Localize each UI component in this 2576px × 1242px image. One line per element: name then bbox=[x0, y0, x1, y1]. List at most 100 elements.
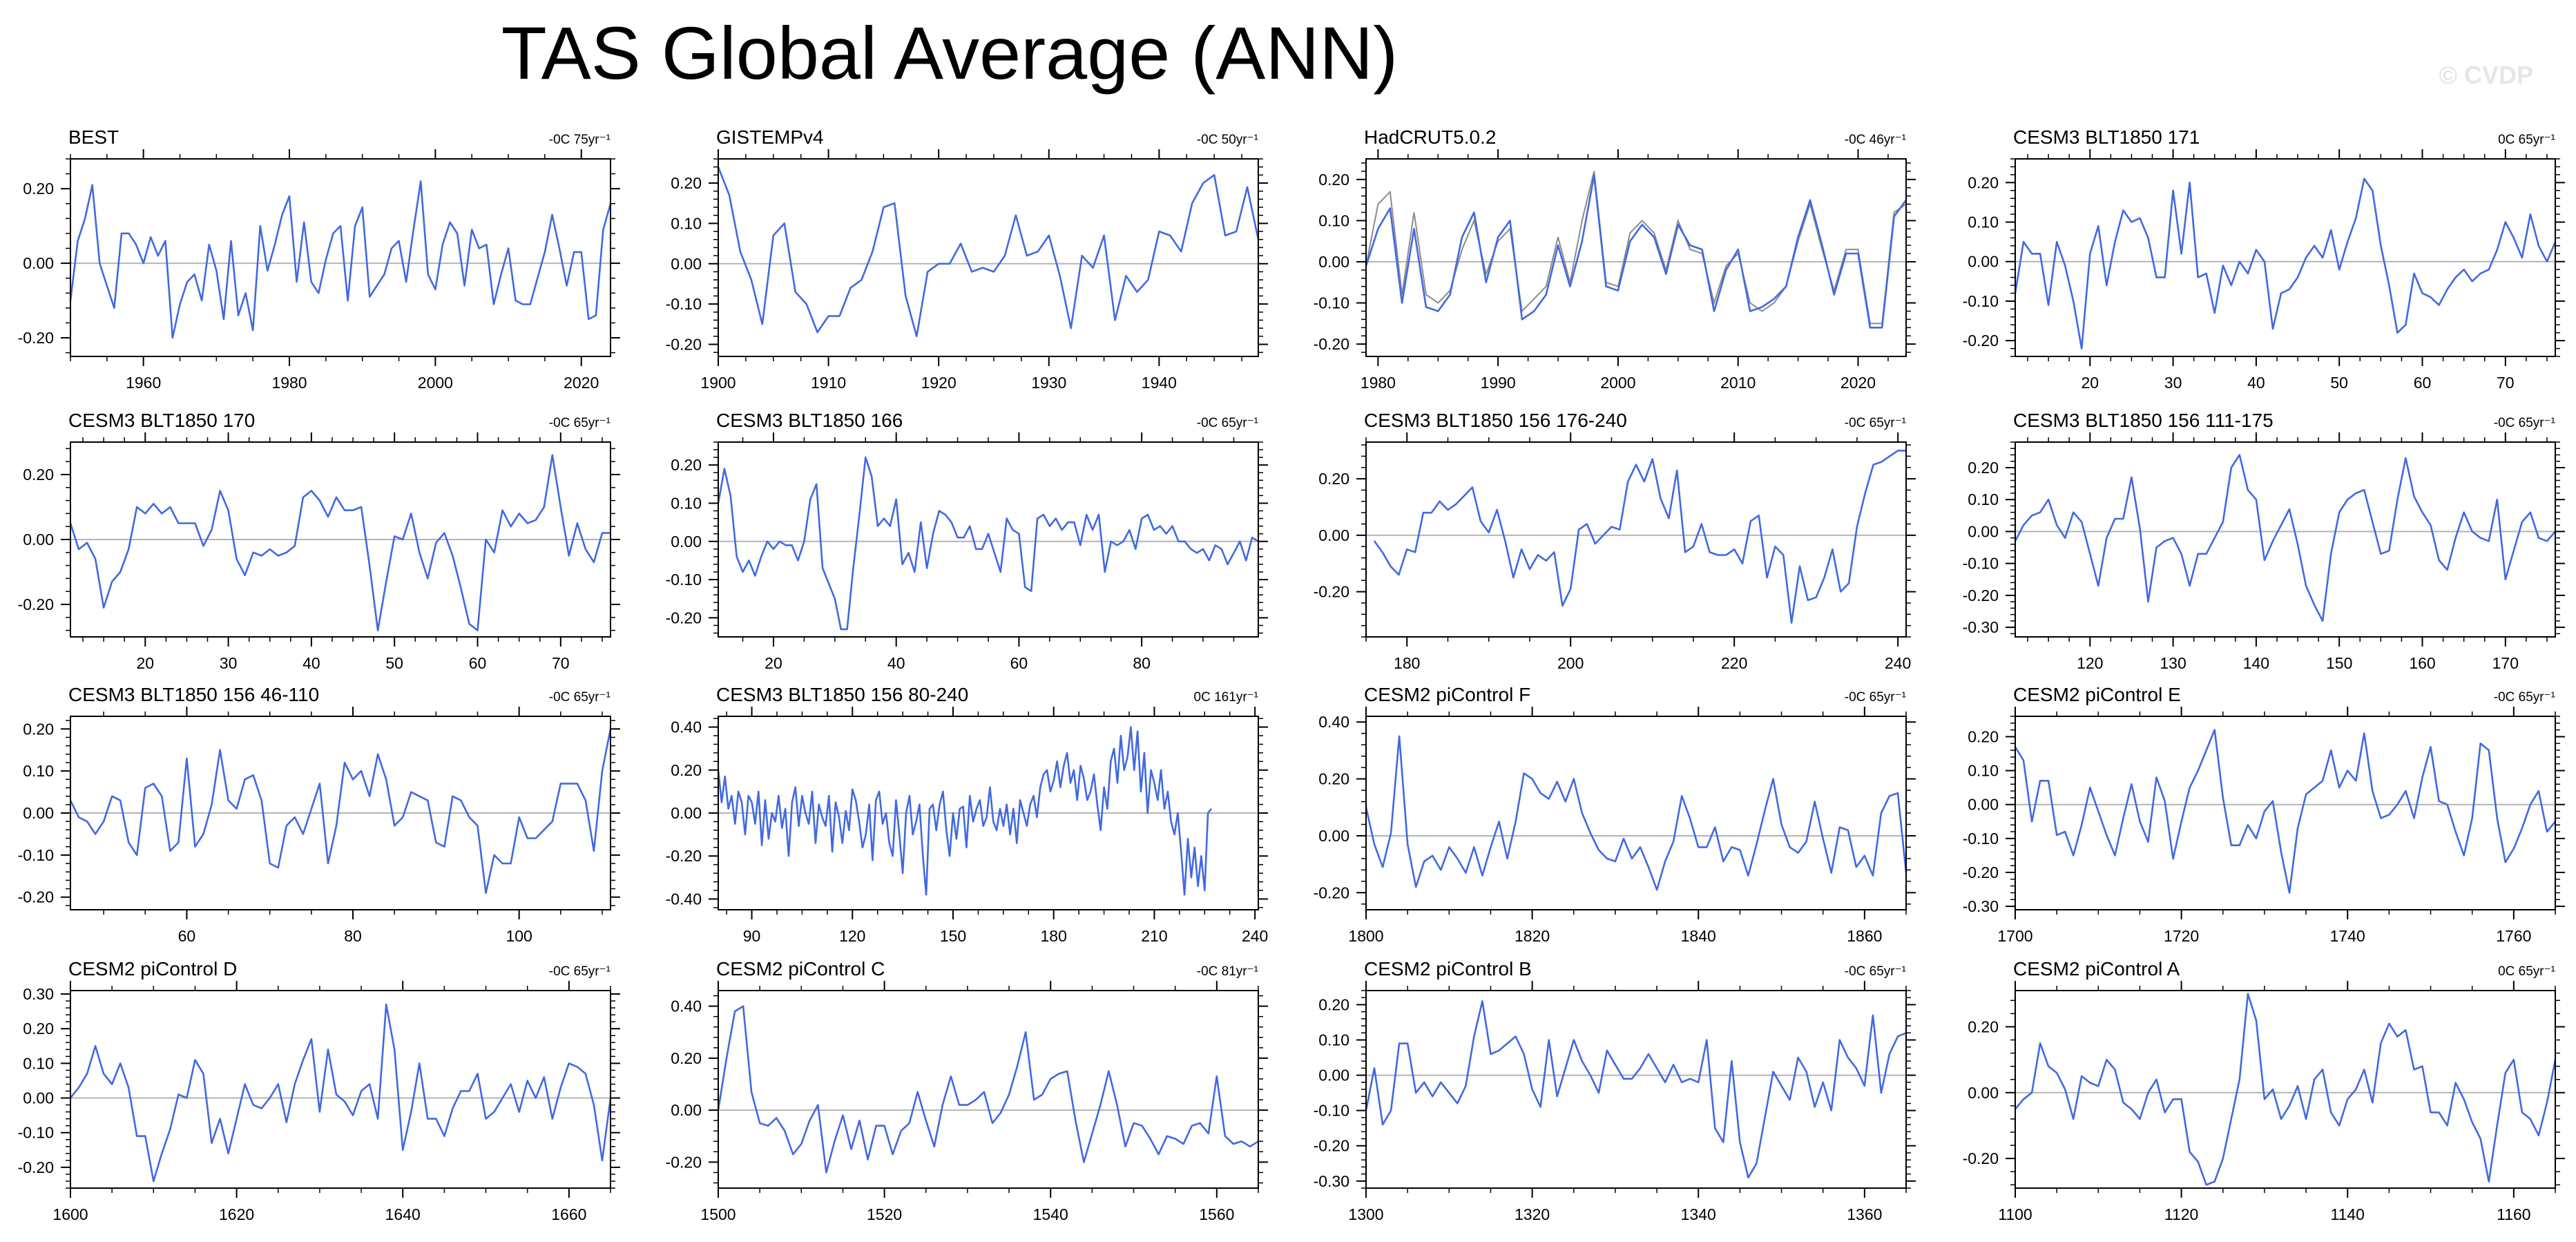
y-tick-label: 0.20 bbox=[1968, 459, 1999, 477]
panel-trend-label: -0C 65yr⁻¹ bbox=[1197, 416, 1258, 430]
y-tick-label: 0.00 bbox=[671, 804, 702, 822]
y-tick-label: -0.20 bbox=[1963, 332, 1999, 350]
panel-title: BEST bbox=[68, 126, 119, 148]
x-tick-label: 1740 bbox=[2330, 927, 2365, 945]
panel-trend-label: 0C 65yr⁻¹ bbox=[2498, 133, 2555, 147]
panel-15: 1300 1320 1340 1360 -0.30 -0.20 -0.10 0.00 0.10 0… bbox=[1314, 981, 1916, 1223]
x-tick-label: 50 bbox=[2330, 374, 2348, 392]
series-line bbox=[69, 454, 611, 631]
x-tick-label: 1860 bbox=[1847, 927, 1882, 945]
x-tick-label: 1300 bbox=[1348, 1205, 1383, 1223]
y-tick-label: 0.00 bbox=[23, 1089, 54, 1107]
x-tick-label: 1980 bbox=[1361, 374, 1396, 392]
x-tick-label: 1800 bbox=[1348, 927, 1383, 945]
x-tick-label: 150 bbox=[2326, 654, 2352, 672]
y-tick-label: 0.00 bbox=[1318, 827, 1349, 845]
x-tick-label: 1760 bbox=[2496, 927, 2531, 945]
panel-title: GISTEMPv4 bbox=[716, 126, 824, 148]
page-title: TAS Global Average (ANN) bbox=[501, 11, 1398, 95]
series-line bbox=[1365, 174, 1907, 329]
y-tick-label: 0.20 bbox=[1968, 727, 1999, 745]
y-tick-label: -0.30 bbox=[1314, 1172, 1349, 1190]
y-tick-label: 0.00 bbox=[1318, 253, 1349, 271]
y-tick-label: 0.40 bbox=[671, 718, 702, 736]
panel-title: CESM3 BLT1850 156 46-110 bbox=[68, 684, 319, 705]
x-tick-label: 1910 bbox=[811, 374, 846, 392]
x-tick-label: 1360 bbox=[1847, 1205, 1882, 1223]
y-tick-label: -0.10 bbox=[18, 846, 54, 864]
x-tick-label: 40 bbox=[2247, 374, 2265, 392]
panel-trend-label: -0C 65yr⁻¹ bbox=[549, 690, 611, 705]
y-tick-label: 0.00 bbox=[671, 533, 702, 551]
panel-trend-label: 0C 161yr⁻¹ bbox=[1194, 690, 1258, 705]
panel-13: 1600 1620 1640 1660 -0.20 -0.10 0.00 0.10 0.20 0.… bbox=[18, 981, 620, 1223]
series-line bbox=[69, 729, 612, 894]
y-tick-label: 0.20 bbox=[1318, 470, 1349, 488]
y-tick-label: 0.00 bbox=[23, 254, 54, 272]
panel-11: 1800 1820 1840 1860 -0.20 0.00 0.20 0.40 bbox=[1314, 707, 1916, 945]
x-tick-label: 100 bbox=[506, 927, 532, 945]
x-tick-label: 1100 bbox=[1998, 1205, 2032, 1223]
x-tick-label: 1340 bbox=[1681, 1205, 1716, 1223]
panel-16: 1100 1120 1140 1160 -0.20 0.00 0.20 bbox=[1963, 981, 2565, 1223]
y-tick-label: 0.00 bbox=[23, 531, 54, 548]
panel-title: CESM3 BLT1850 156 80-240 bbox=[716, 684, 968, 705]
y-tick-label: -0.20 bbox=[1314, 335, 1349, 353]
y-tick-label: 0.20 bbox=[1318, 770, 1349, 788]
x-tick-label: 240 bbox=[1242, 927, 1268, 945]
x-tick-label: 210 bbox=[1141, 927, 1167, 945]
y-tick-label: -0.30 bbox=[1963, 897, 1999, 915]
y-tick-label: 0.40 bbox=[671, 997, 702, 1015]
panel-3: 1980 1990 2000 2010 2020 -0.20 -0.10 0.00 0.10 0.… bbox=[1314, 149, 1916, 392]
x-tick-label: 180 bbox=[1394, 654, 1420, 672]
x-tick-label: 60 bbox=[1010, 654, 1028, 672]
series-line bbox=[717, 726, 1213, 896]
x-tick-label: 80 bbox=[344, 927, 362, 945]
x-tick-label: 1920 bbox=[921, 374, 957, 392]
y-tick-label: 0.10 bbox=[23, 1054, 54, 1072]
panel-trend-label: -0C 65yr⁻¹ bbox=[2494, 416, 2555, 430]
y-tick-label: 0.20 bbox=[1968, 173, 1999, 191]
x-tick-label: 1120 bbox=[2164, 1205, 2198, 1223]
series-line bbox=[1365, 735, 1907, 891]
x-tick-label: 1980 bbox=[271, 374, 307, 392]
series-line bbox=[2015, 993, 2557, 1186]
y-tick-label: 0.10 bbox=[1968, 490, 1999, 508]
series-line bbox=[2014, 454, 2556, 622]
x-tick-label: 80 bbox=[1133, 654, 1151, 672]
plot-frame bbox=[1365, 158, 1907, 357]
panel-title: CESM2 piControl D bbox=[68, 958, 237, 980]
y-tick-label: -0.20 bbox=[666, 847, 702, 865]
y-tick-label: 0.10 bbox=[23, 762, 54, 780]
series-line bbox=[717, 456, 1259, 631]
plot-frame bbox=[70, 158, 611, 357]
panel-title: CESM3 BLT1850 156 176-240 bbox=[1364, 410, 1627, 431]
x-tick-label: 1640 bbox=[385, 1205, 421, 1223]
plot-frame bbox=[2015, 441, 2556, 638]
panel-12: 1700 1720 1740 1760 -0.30 -0.20 -0.10 0.00 0.10 0… bbox=[1963, 707, 2565, 945]
panel-9: 60 80 100 -0.20 -0.10 0.00 0.10 0.20 bbox=[18, 707, 620, 945]
y-tick-label: 0.10 bbox=[671, 214, 702, 232]
plot-frame bbox=[70, 990, 611, 1189]
x-tick-label: 2020 bbox=[1840, 374, 1876, 392]
y-tick-label: -0.30 bbox=[1963, 618, 1999, 636]
x-tick-label: 2000 bbox=[418, 374, 453, 392]
panel-title: CESM2 piControl A bbox=[2013, 958, 2180, 980]
plot-frame bbox=[2015, 990, 2556, 1189]
series-line bbox=[717, 166, 1260, 338]
panel-5: 20 30 40 50 60 70 -0.20 0.00 0.20 bbox=[18, 432, 620, 672]
y-tick-label: 0.00 bbox=[1968, 253, 1999, 271]
x-tick-label: 140 bbox=[2243, 654, 2269, 672]
panel-trend-label: -0C 65yr⁻¹ bbox=[2494, 690, 2555, 705]
x-tick-label: 90 bbox=[743, 927, 761, 945]
x-tick-label: 150 bbox=[940, 927, 966, 945]
y-tick-label: 0.00 bbox=[1318, 1067, 1349, 1085]
x-tick-label: 1720 bbox=[2164, 927, 2199, 945]
x-tick-label: 30 bbox=[2164, 374, 2182, 392]
y-tick-label: 0.20 bbox=[23, 180, 54, 198]
x-tick-label: 120 bbox=[2077, 654, 2103, 672]
x-tick-label: 1820 bbox=[1515, 927, 1550, 945]
y-tick-label: 0.00 bbox=[1968, 522, 1999, 540]
panel-title: CESM2 piControl F bbox=[1364, 684, 1530, 705]
